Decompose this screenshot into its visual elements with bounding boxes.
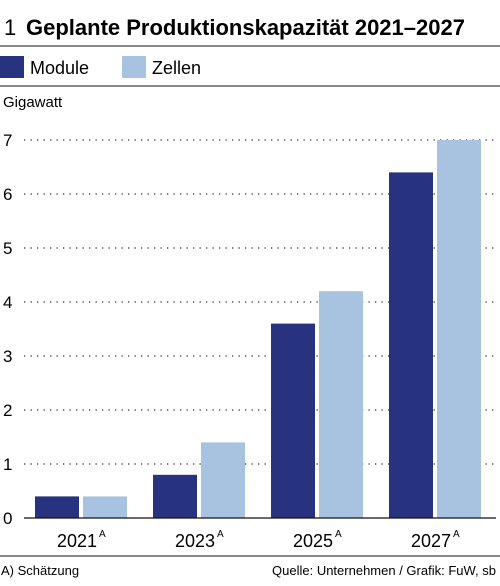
x-tick-footnote-mark: A <box>335 529 342 540</box>
bar-module-2027 <box>389 172 433 518</box>
y-tick-label: 7 <box>3 131 12 150</box>
x-tick-footnote-mark: A <box>99 529 106 540</box>
bar-zellen-2023 <box>201 442 245 518</box>
source-credit: Quelle: Unternehmen / Grafik: FuW, sb <box>272 563 496 578</box>
chart-number: 1 <box>4 15 16 40</box>
y-tick-label: 6 <box>3 185 12 204</box>
x-tick-footnote-mark: A <box>217 529 224 540</box>
bar-module-2025 <box>271 323 315 518</box>
legend-swatch-zellen <box>122 56 146 78</box>
y-tick-label: 1 <box>3 455 12 474</box>
x-tick-label: 2027 <box>411 531 451 551</box>
y-tick-labels: 0 1 2 3 4 5 6 7 <box>3 131 12 528</box>
y-tick-label: 5 <box>3 239 12 258</box>
legend-label-zellen: Zellen <box>152 58 201 78</box>
bars <box>35 140 481 518</box>
y-tick-label: 0 <box>3 509 12 528</box>
bar-module-2023 <box>153 474 197 518</box>
x-tick-label: 2025 <box>293 531 333 551</box>
legend-swatch-module <box>0 56 24 78</box>
y-tick-label: 3 <box>3 347 12 366</box>
footnote: A) Schätzung <box>1 563 79 578</box>
bar-zellen-2025 <box>319 291 363 518</box>
y-tick-label: 2 <box>3 401 12 420</box>
chart-title: Geplante Produktionskapazität 2021–2027 <box>26 15 465 40</box>
x-tick-label: 2021 <box>57 531 97 551</box>
x-tick-footnote-mark: A <box>453 529 460 540</box>
y-axis-label: Gigawatt <box>3 94 63 111</box>
legend-label-module: Module <box>30 58 89 78</box>
y-tick-label: 4 <box>3 293 12 312</box>
bar-zellen-2021 <box>83 496 127 518</box>
x-tick-labels: 2021 A 2023 A 2025 A 2027 A <box>57 529 460 551</box>
bar-module-2021 <box>35 496 79 518</box>
x-tick-label: 2023 <box>175 531 215 551</box>
gridlines <box>24 139 496 465</box>
bar-zellen-2027 <box>437 140 481 518</box>
